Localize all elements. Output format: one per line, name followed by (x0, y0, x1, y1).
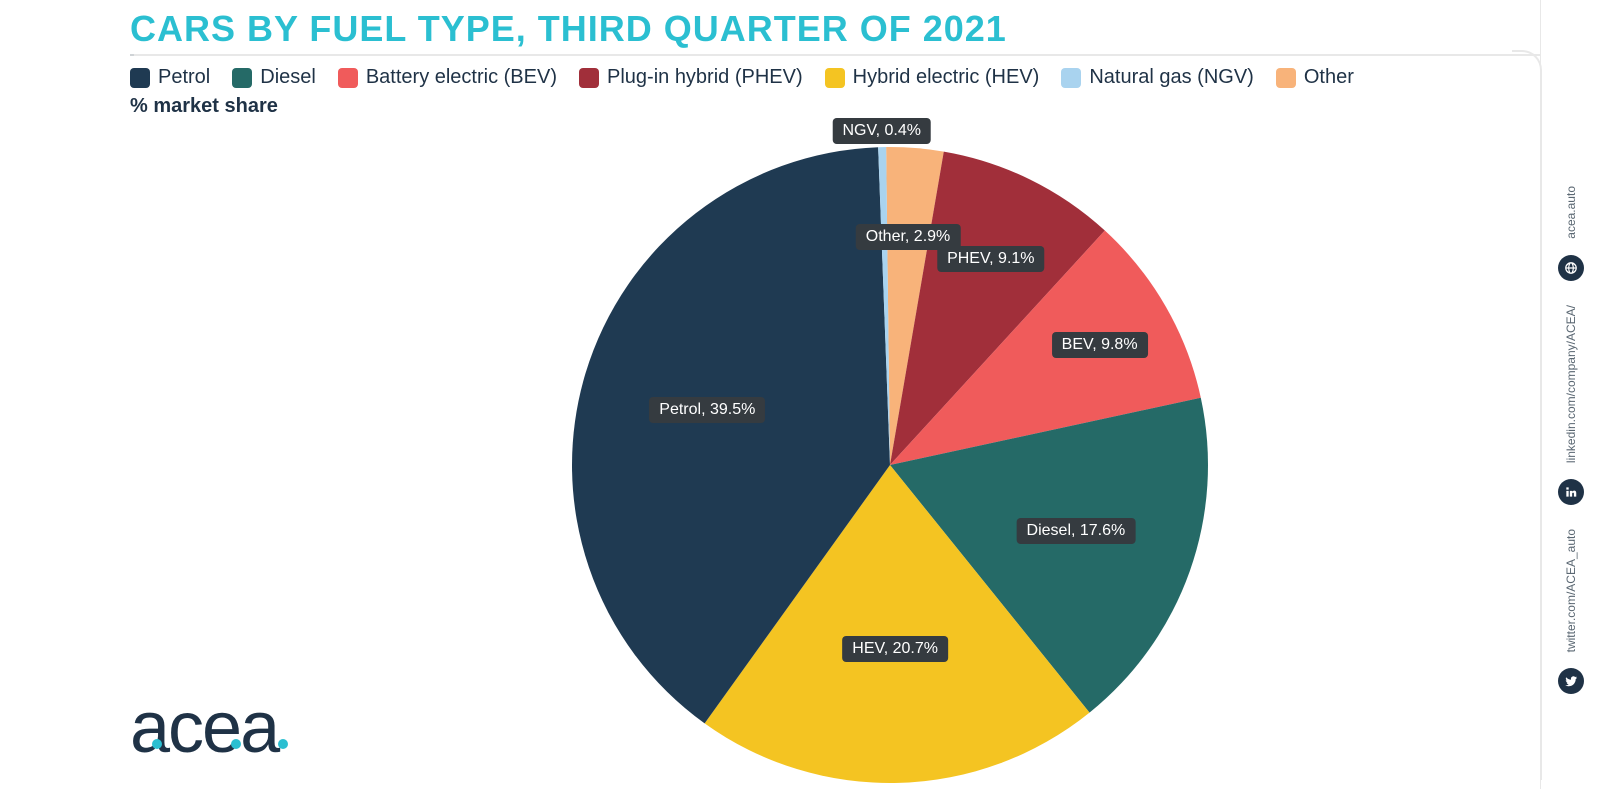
legend-swatch (1276, 68, 1296, 88)
legend-item-ngv[interactable]: Natural gas (NGV) (1061, 66, 1254, 89)
legend-label: Natural gas (NGV) (1089, 66, 1254, 89)
pie-label-hev: HEV, 20.7% (842, 636, 948, 662)
legend-swatch (338, 68, 358, 88)
legend-item-other[interactable]: Other (1276, 66, 1354, 89)
legend-swatch (130, 68, 150, 88)
title-rule (130, 54, 1540, 56)
legend-item-bev[interactable]: Battery electric (BEV) (338, 66, 557, 89)
legend-label: Plug-in hybrid (PHEV) (607, 66, 803, 89)
pie-label-bev: BEV, 9.8% (1052, 332, 1148, 358)
legend-label: Petrol (158, 66, 210, 89)
legend-item-petrol[interactable]: Petrol (130, 66, 210, 89)
pie-label-diesel: Diesel, 17.6% (1017, 518, 1136, 544)
legend: Petrol Diesel Battery electric (BEV) Plug-i… (130, 66, 1540, 89)
acea-logo: acea (130, 687, 278, 769)
legend-swatch (825, 68, 845, 88)
social-sidebar: acea.auto linkedin.com/company/ACEA/twitt… (1540, 0, 1600, 789)
pie-label-ngv: NGV, 0.4% (832, 118, 931, 144)
legend-swatch (579, 68, 599, 88)
pie-chart: Other, 2.9%PHEV, 9.1%BEV, 9.8%Diesel, 17… (560, 135, 1220, 795)
social-link-text[interactable]: acea.auto (1564, 180, 1578, 245)
twitter-icon[interactable] (1558, 668, 1584, 694)
chart-subtitle: % market share (130, 95, 1540, 118)
legend-swatch (1061, 68, 1081, 88)
globe-icon[interactable] (1558, 255, 1584, 281)
legend-label: Other (1304, 66, 1354, 89)
pie-label-petrol: Petrol, 39.5% (649, 397, 765, 423)
legend-label: Battery electric (BEV) (366, 66, 557, 89)
pie-label-phev: PHEV, 9.1% (937, 246, 1044, 272)
legend-label: Hybrid electric (HEV) (853, 66, 1040, 89)
chart-title: CARS BY FUEL TYPE, THIRD QUARTER OF 2021 (130, 0, 1540, 50)
linkedin-icon[interactable] (1558, 479, 1584, 505)
legend-label: Diesel (260, 66, 316, 89)
legend-item-phev[interactable]: Plug-in hybrid (PHEV) (579, 66, 803, 89)
legend-item-hev[interactable]: Hybrid electric (HEV) (825, 66, 1040, 89)
legend-swatch (232, 68, 252, 88)
legend-item-diesel[interactable]: Diesel (232, 66, 316, 89)
social-link-text[interactable]: twitter.com/ACEA_auto (1564, 523, 1578, 658)
social-link-text[interactable]: linkedin.com/company/ACEA/ (1564, 299, 1578, 469)
